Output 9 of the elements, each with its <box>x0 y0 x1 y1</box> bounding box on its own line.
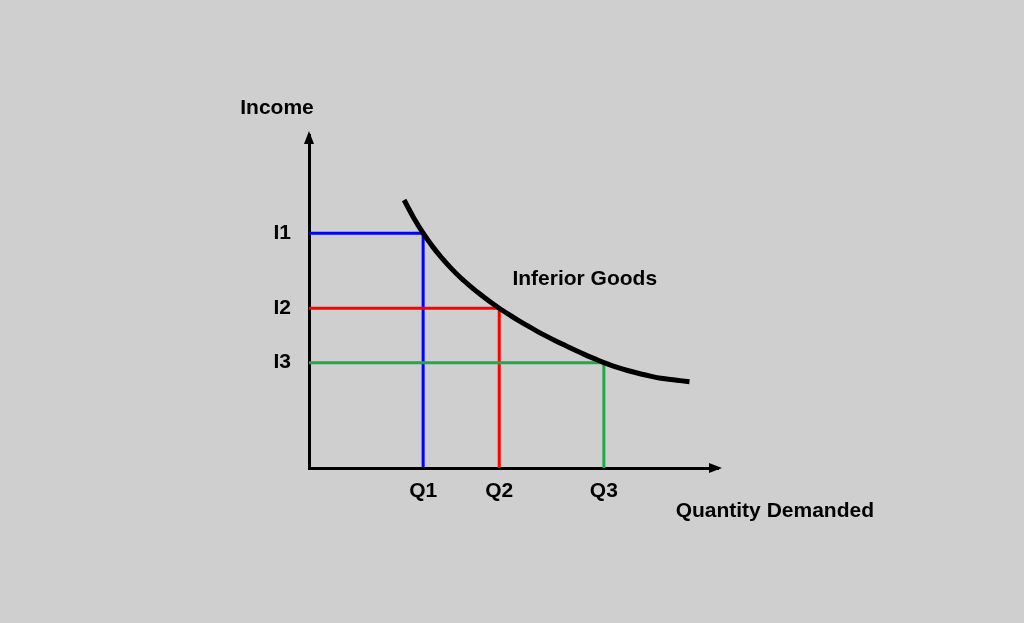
x-axis-title: Quantity Demanded <box>675 497 874 521</box>
x-tick-label: Q2 <box>485 478 514 502</box>
x-tick-label: Q3 <box>589 478 618 502</box>
x-tick-label: Q1 <box>409 478 438 502</box>
ref-line-label: I3 <box>273 349 291 373</box>
ref-line-label: I1 <box>273 220 292 244</box>
y-axis-title: Income <box>240 94 314 118</box>
series-label: Inferior Goods <box>512 266 658 290</box>
ref-line-label: I2 <box>273 295 291 319</box>
